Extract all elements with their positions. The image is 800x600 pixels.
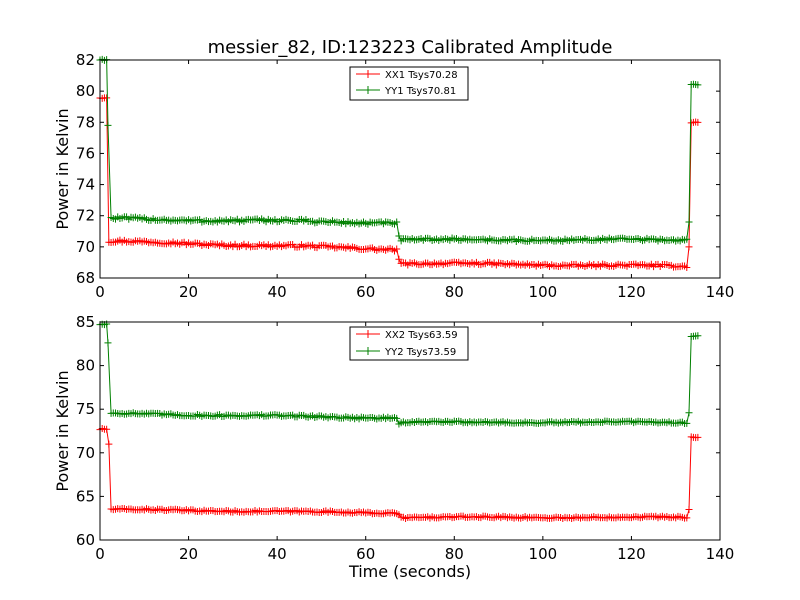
x-tick-label: 140 xyxy=(706,283,735,301)
data-point xyxy=(393,218,401,226)
legend-entry-yy1: YY1 Tsys70.81 xyxy=(356,86,456,97)
legend-entry-xx1: XX1 Tsys70.28 xyxy=(356,70,458,81)
data-point xyxy=(104,121,112,129)
y-tick-label: 80 xyxy=(76,357,95,375)
x-tick-label: 60 xyxy=(356,283,375,301)
bottom-chart-x-axis-label: Time (seconds) xyxy=(348,562,471,581)
bottom-series-markers-1 xyxy=(96,320,702,428)
y-tick-label: 74 xyxy=(76,176,95,194)
data-point xyxy=(694,81,702,89)
y-tick-label: 72 xyxy=(76,207,95,225)
top-chart-title: messier_82, ID:123223 Calibrated Amplitu… xyxy=(208,37,613,58)
legend-label-xx2: XX2 Tsys63.59 xyxy=(385,330,458,341)
data-point xyxy=(395,255,403,263)
top-chart-ticks: 0 20 40 60 80 100 120 140 68 70 72 74 76 78 80 82 xyxy=(76,51,734,301)
bottom-chart-plot-frame xyxy=(99,321,721,541)
data-point xyxy=(694,433,702,441)
x-tick-label: 20 xyxy=(179,283,198,301)
y-tick-label: 70 xyxy=(76,238,95,256)
x-tick-label: 0 xyxy=(95,283,105,301)
data-point xyxy=(104,339,112,347)
y-tick-label: 60 xyxy=(76,531,95,549)
y-tick-label: 78 xyxy=(76,113,95,131)
bottom-chart-legend: XX2 Tsys63.59 YY2 Tsys73.59 xyxy=(349,326,469,361)
data-point xyxy=(683,514,691,522)
top-chart-series xyxy=(96,55,702,271)
x-tick-label: 40 xyxy=(268,545,287,563)
y-tick-label: 76 xyxy=(76,144,95,162)
legend-label-yy1: YY1 Tsys70.81 xyxy=(384,86,456,97)
x-tick-label: 100 xyxy=(529,283,558,301)
bottom-chart-ticks: 0 20 40 60 80 100 120 140 60 65 70 75 80 85 xyxy=(76,313,734,563)
data-point xyxy=(685,409,693,417)
legend-label-yy2: YY2 Tsys73.59 xyxy=(384,347,456,358)
bottom-chart: Power in Kelvin Time (seconds) 0 20 40 60 80… xyxy=(53,313,734,581)
bottom-chart-legend-box xyxy=(349,326,469,361)
data-point xyxy=(683,235,691,243)
data-point xyxy=(685,505,693,513)
data-point xyxy=(685,218,693,226)
top-chart: messier_82, ID:123223 Calibrated Amplitu… xyxy=(53,37,734,301)
x-tick-label: 80 xyxy=(445,283,464,301)
x-tick-label: 60 xyxy=(356,545,375,563)
legend-marker-xx2 xyxy=(364,330,372,338)
data-point xyxy=(103,94,111,102)
data-point xyxy=(694,118,702,126)
x-tick-label: 80 xyxy=(445,545,464,563)
data-point xyxy=(683,263,691,271)
top-series-markers-1 xyxy=(96,55,702,245)
data-point xyxy=(694,332,702,340)
legend-entry-yy2: YY2 Tsys73.59 xyxy=(356,347,456,358)
bottom-chart-y-axis-label: Power in Kelvin xyxy=(53,370,72,491)
legend-marker-yy2 xyxy=(364,347,372,355)
x-tick-label: 20 xyxy=(179,545,198,563)
data-point xyxy=(683,419,691,427)
y-tick-label: 70 xyxy=(76,444,95,462)
top-chart-legend: XX1 Tsys70.28 YY1 Tsys70.81 xyxy=(349,66,469,101)
legend-marker-xx1 xyxy=(364,70,372,78)
x-tick-label: 100 xyxy=(529,545,558,563)
y-tick-label: 82 xyxy=(76,51,95,69)
top-chart-plot-frame xyxy=(99,59,721,279)
legend-entry-xx2: XX2 Tsys63.59 xyxy=(356,330,458,341)
data-point xyxy=(395,232,403,240)
y-tick-label: 65 xyxy=(76,487,95,505)
x-tick-label: 140 xyxy=(706,545,735,563)
data-point xyxy=(393,414,401,422)
data-point xyxy=(103,425,111,433)
x-tick-label: 0 xyxy=(95,545,105,563)
x-tick-label: 40 xyxy=(268,283,287,301)
legend-marker-yy1 xyxy=(364,86,372,94)
x-tick-label: 120 xyxy=(617,283,646,301)
data-point xyxy=(393,245,401,253)
y-tick-label: 85 xyxy=(76,313,95,331)
y-tick-label: 80 xyxy=(76,82,95,100)
x-tick-label: 120 xyxy=(617,545,646,563)
data-point xyxy=(685,243,693,251)
legend-label-xx1: XX1 Tsys70.28 xyxy=(385,70,458,81)
data-point xyxy=(105,440,113,448)
y-tick-label: 75 xyxy=(76,400,95,418)
y-tick-label: 68 xyxy=(76,269,95,287)
top-chart-legend-box xyxy=(349,66,469,101)
top-chart-y-axis-label: Power in Kelvin xyxy=(53,108,72,229)
top-series-markers-0 xyxy=(96,94,702,271)
